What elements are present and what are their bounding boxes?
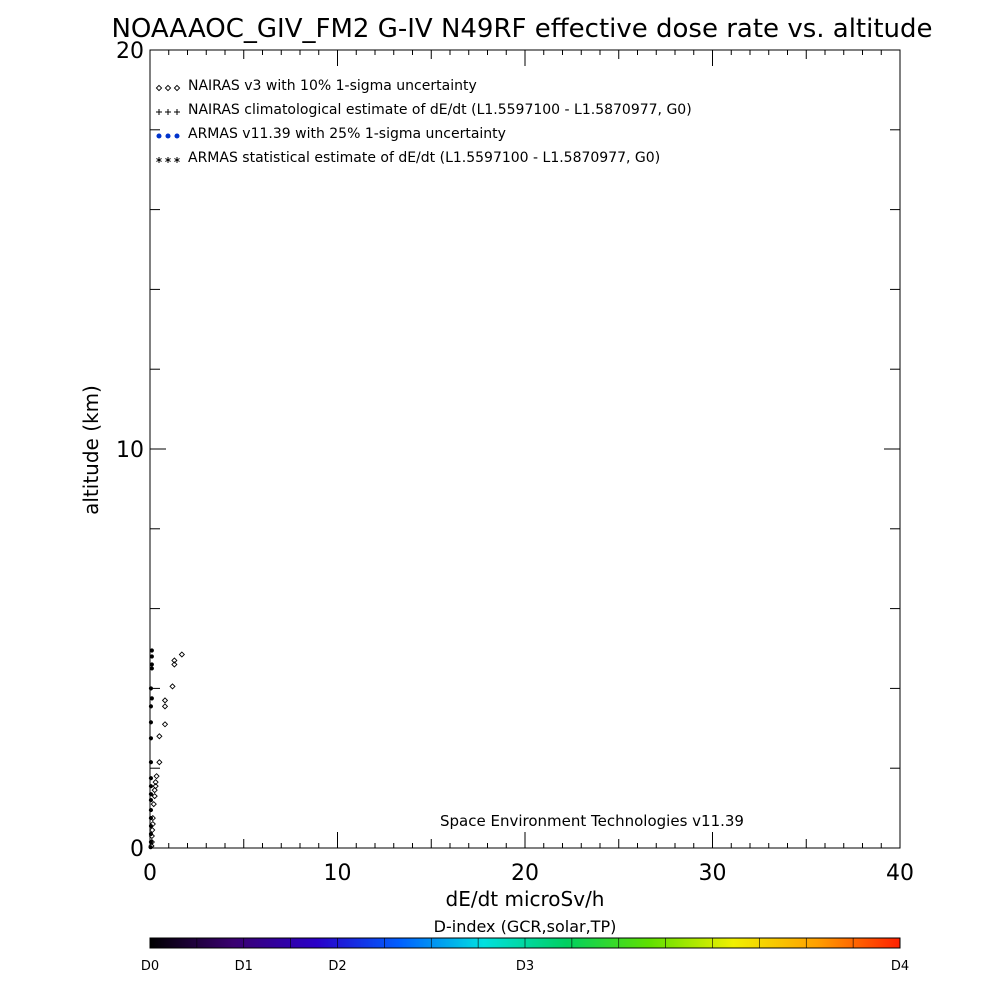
y-axis-label: altitude (km) [79,385,103,515]
legend-entry: NAIRAS v3 with 10% 1-sigma uncertainty [155,78,477,94]
legend-entry: NAIRAS climatological estimate of dE/dt … [156,102,692,118]
data-point-diamond [149,826,156,834]
legend-marker [174,109,180,115]
data-point-dot [148,798,154,803]
data-point-diamond [156,759,163,766]
x-tick-label: 10 [324,861,352,886]
colorbar-ticks [149,938,901,948]
legend-label: NAIRAS v3 with 10% 1-sigma uncertainty [188,78,477,94]
data-point-dot [148,736,154,741]
data-point-dot [148,720,154,725]
legend-marker [174,133,180,139]
colorbar-label: D1 [235,959,253,974]
data-point-diamond [161,703,169,710]
data-point-diamond [161,697,169,704]
data-point-dot [148,831,154,837]
y-tick-labels: 0 10 20 [116,39,144,862]
legend-marker [156,109,162,115]
data-point-dot [148,845,153,850]
data-point-dot [149,696,154,701]
x-tick-labels: 0 10 20 30 40 [143,861,914,886]
x-tick-label: 30 [699,861,727,886]
data-point-dot [149,666,154,671]
data-point-diamond [171,657,178,664]
colorbar-label: D0 [141,959,159,974]
colorbar-label: D3 [516,959,534,974]
legend-marker [155,84,163,92]
legend-marker [164,84,172,92]
x-tick-label: 0 [143,861,157,886]
data-point-dot [148,776,154,781]
data-point-diamond [150,801,157,808]
data-point-diamond [171,661,178,668]
data-point-dot [148,760,154,765]
legend-marker [173,84,181,92]
data-point-dot [148,808,154,813]
data-point-dot [148,686,154,691]
legend-marker [165,109,171,115]
data-point-dot [149,662,154,667]
colorbar-labels: D0 D1 D2 D3 D4 [141,959,909,974]
data-point-dot [148,816,154,821]
legend-marker [165,157,171,163]
legend-marker [156,133,162,139]
colorbar-label: D4 [891,959,909,974]
legend-label: ARMAS v11.39 with 25% 1-sigma uncertaint… [188,126,506,142]
y-tick-label: 20 [116,39,144,64]
credit-annotation: Space Environment Technologies v11.39 [440,812,744,830]
data-points [148,648,185,850]
data-point-dot [149,654,154,659]
colorbar-title: D-index (GCR,solar,TP) [434,917,617,936]
data-point-diamond [169,683,176,690]
data-point-dot [148,823,154,829]
data-point-diamond [152,779,159,786]
data-point-dot [148,792,154,797]
legend-marker [165,133,171,139]
data-point-dot [148,704,154,709]
legend-entry: ARMAS statistical estimate of dE/dt (L1.… [156,150,660,166]
data-point-diamond [156,733,163,740]
data-point-diamond [153,773,160,780]
axis-ticks [149,49,901,849]
legend-label: ARMAS statistical estimate of dE/dt (L1.… [188,150,660,166]
y-tick-label: 0 [130,837,144,862]
x-tick-label: 20 [511,861,539,886]
data-point-dot [148,784,154,789]
legend-marker [156,157,162,163]
x-axis-label: dE/dt microSv/h [446,887,605,911]
x-tick-label: 40 [886,861,914,886]
colorbar-label: D2 [328,959,346,974]
plot-frame [149,49,901,849]
legend-marker [174,157,180,163]
data-point-diamond [151,793,158,800]
data-point-diamond [151,787,158,794]
data-point-diamond [178,651,185,658]
data-point-dot [149,648,154,653]
y-tick-label: 10 [116,438,144,463]
legend-label: NAIRAS climatological estimate of dE/dt … [188,102,692,118]
data-point-diamond [161,721,169,728]
data-point-dot [148,839,154,845]
chart-title: NOAAAOC_GIV_FM2 G-IV N49RF effective dos… [111,14,932,44]
legend: NAIRAS v3 with 10% 1-sigma uncertainty NA… [155,78,692,166]
legend-entry: ARMAS v11.39 with 25% 1-sigma uncertaint… [156,126,506,142]
